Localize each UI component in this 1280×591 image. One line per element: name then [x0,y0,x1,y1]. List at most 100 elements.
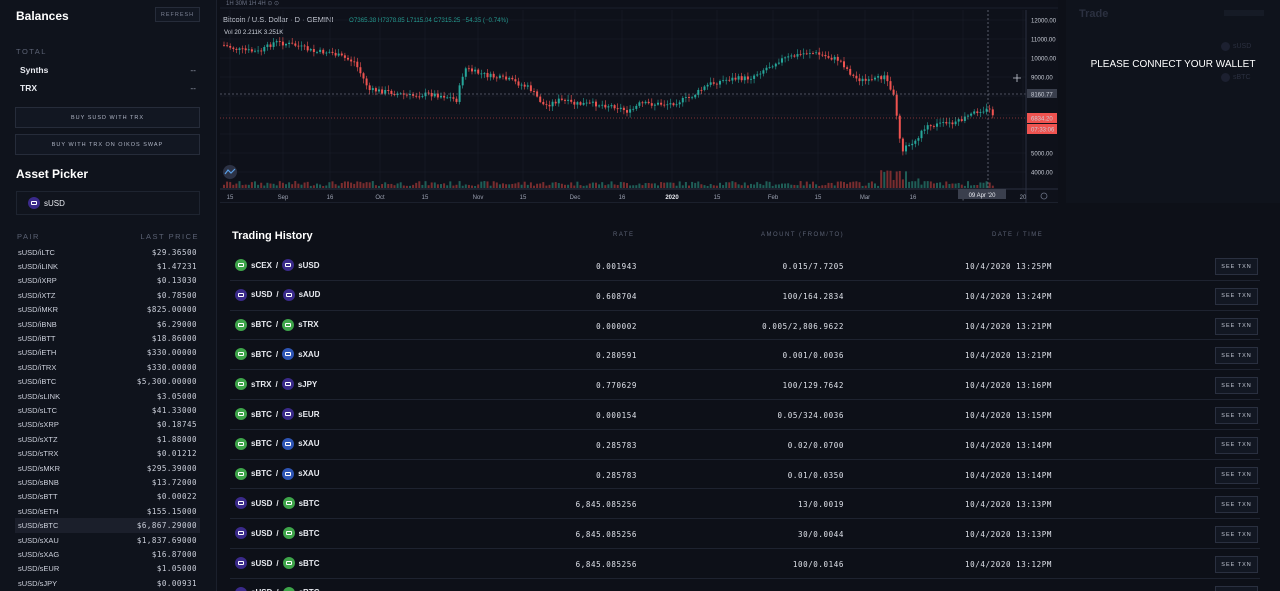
see-txn-button[interactable]: SEE TXN [1215,287,1258,305]
volume-bar [911,181,914,188]
pair-name: sUSD/sBNB [18,477,59,487]
see-txn-button[interactable]: SEE TXN [1215,407,1258,424]
pair-row[interactable]: sUSD/iMKR $825.00000 [15,303,200,317]
candle-body [471,68,473,72]
volume-bar [477,184,480,188]
pair-row[interactable]: sUSD/iETH $330.00000 [15,346,200,360]
see-txn-button[interactable]: SEE TXN [1215,377,1258,395]
pair-row[interactable]: sUSD/sXAU $1,837.69000 [15,533,200,547]
to-token: sXAU [298,349,320,359]
candle-body [703,86,706,90]
candle-body [266,44,269,47]
buy-susd-button[interactable]: BUY SUSD WITH TRX [15,107,200,128]
pair-row[interactable]: sUSD/iBTT $18.86000 [15,331,200,345]
pair-row[interactable]: sUSD/iXRP $0.13030 [15,274,200,288]
pair-row[interactable]: sUSD/sXTZ $1.88000 [15,432,200,446]
candle-body [852,74,855,76]
chart-symbol-title: Bitcoin / U.S. Dollar · D · GEMINI [223,15,333,24]
pair-row[interactable]: sUSD/sXRP $0.18745 [15,418,200,432]
candle-body [709,82,712,85]
candle-body [526,85,529,87]
candle-body [362,73,365,79]
pair-row[interactable]: sUSD/iLTC $29.36500 [15,245,200,259]
pair-row[interactable]: sUSD/sXAG $16.87000 [15,547,200,561]
candle-body [393,94,396,95]
candle-body [309,49,312,51]
volume-bar [250,182,253,188]
y-tick-label: 4000.00 [1031,171,1053,177]
volume-bar [843,182,845,188]
candle-body [247,49,250,51]
pair-row[interactable]: sUSD/sEUR $1.05000 [15,562,200,576]
candle-body [886,75,889,82]
candle-body [706,84,709,87]
pair-row[interactable]: sUSD/iBTC $5,300.00000 [15,375,200,389]
candle-body [985,108,988,112]
see-txn-button[interactable]: SEE TXN [1215,585,1258,591]
interval-toolbar[interactable]: 1H 30M 1H 4H ⊙ ⊙ [226,1,279,7]
candle-body [223,44,225,46]
refresh-button[interactable]: REFRESH [155,7,200,22]
pair-row[interactable]: sUSD/sLTC $41.33000 [15,403,200,417]
see-txn-button[interactable]: SEE TXN [1215,496,1258,514]
asset-picker-select[interactable]: sUSD [16,191,200,215]
volume-bar [418,181,421,188]
volume-bar [976,184,979,188]
see-txn-button[interactable]: SEE TXN [1215,556,1258,573]
pair-row[interactable]: sUSD/sBTT $0.00022 [15,490,200,504]
see-txn-button[interactable]: SEE TXN [1215,347,1258,365]
candle-body [812,53,814,54]
candle-body [629,109,632,113]
candle-body [353,61,356,63]
crosshair-date-label: 09 Apr '20 [969,193,996,199]
volume-bar [914,181,917,188]
pair-row[interactable]: sUSD/iTRX $330.00000 [15,360,200,374]
pair-row[interactable]: sUSD/sMKR $295.39000 [15,461,200,475]
candle-body [818,52,821,55]
see-txn-button[interactable]: SEE TXN [1215,466,1258,484]
volume-bar [579,185,582,188]
x-tick-label: 15 [422,195,429,201]
candle-body [359,67,362,74]
settings-icon[interactable] [1040,192,1048,200]
see-txn-button[interactable]: SEE TXN [1215,317,1258,335]
volume-bar [440,184,442,188]
volume-bar [719,182,721,188]
see-txn-button[interactable]: SEE TXN [1215,436,1258,454]
pair-row[interactable]: sUSD/iBNB $6.29000 [15,317,200,331]
volume-bar [867,182,870,188]
volume-bar [309,185,312,188]
volume-bar [421,184,424,188]
volume-bar [830,182,833,188]
volume-bar [756,182,759,188]
candle-body [774,63,777,67]
see-txn-button[interactable]: SEE TXN [1215,526,1258,544]
history-date: 10/4/2020 13:21PM [965,321,1052,331]
price-chart[interactable]: 1H 30M 1H 4H ⊙ ⊙ Bitcoin / U.S. Dollar ·… [220,0,1058,203]
volume-bar [508,184,511,188]
candle-body [378,89,380,92]
pair-row[interactable]: sUSD/sJPY $0.00931 [15,576,200,590]
pair-row[interactable]: sUSD/sBTC $6,867.29000 [15,518,200,533]
candle-body [858,78,861,82]
volume-bar [632,185,635,188]
volume-bar [982,182,985,188]
see-txn-button[interactable]: SEE TXN [1215,258,1258,275]
pair-row[interactable]: sUSD/sETH $155.15000 [15,504,200,518]
volume-bar [300,184,303,188]
pair-row[interactable]: sUSD/iLINK $1.47231 [15,259,200,273]
pair-row[interactable]: sUSD/sLINK $3.05000 [15,389,200,403]
candle-body [802,53,805,55]
pair-price: $0.78500 [156,290,197,300]
candle-body [232,47,235,49]
candle-body [505,76,508,80]
buy-oikos-swap-button[interactable]: BUY WITH TRX ON OIKOS SWAP [15,134,200,155]
pair-row[interactable]: sUSD/iXTZ $0.78500 [15,288,200,302]
pair-row[interactable]: sUSD/sTRX $0.01212 [15,446,200,460]
volume-bar [858,182,861,188]
pair-row[interactable]: sUSD/sBNB $13.72000 [15,475,200,489]
history-row: sUSD / sAUD 0.608704 100/164.2834 10/4/2020 1… [230,281,1260,311]
volume-bar [223,184,225,188]
volume-bar [288,182,291,188]
price-chart-panel[interactable]: 1H 30M 1H 4H ⊙ ⊙ Bitcoin / U.S. Dollar ·… [220,0,1058,203]
